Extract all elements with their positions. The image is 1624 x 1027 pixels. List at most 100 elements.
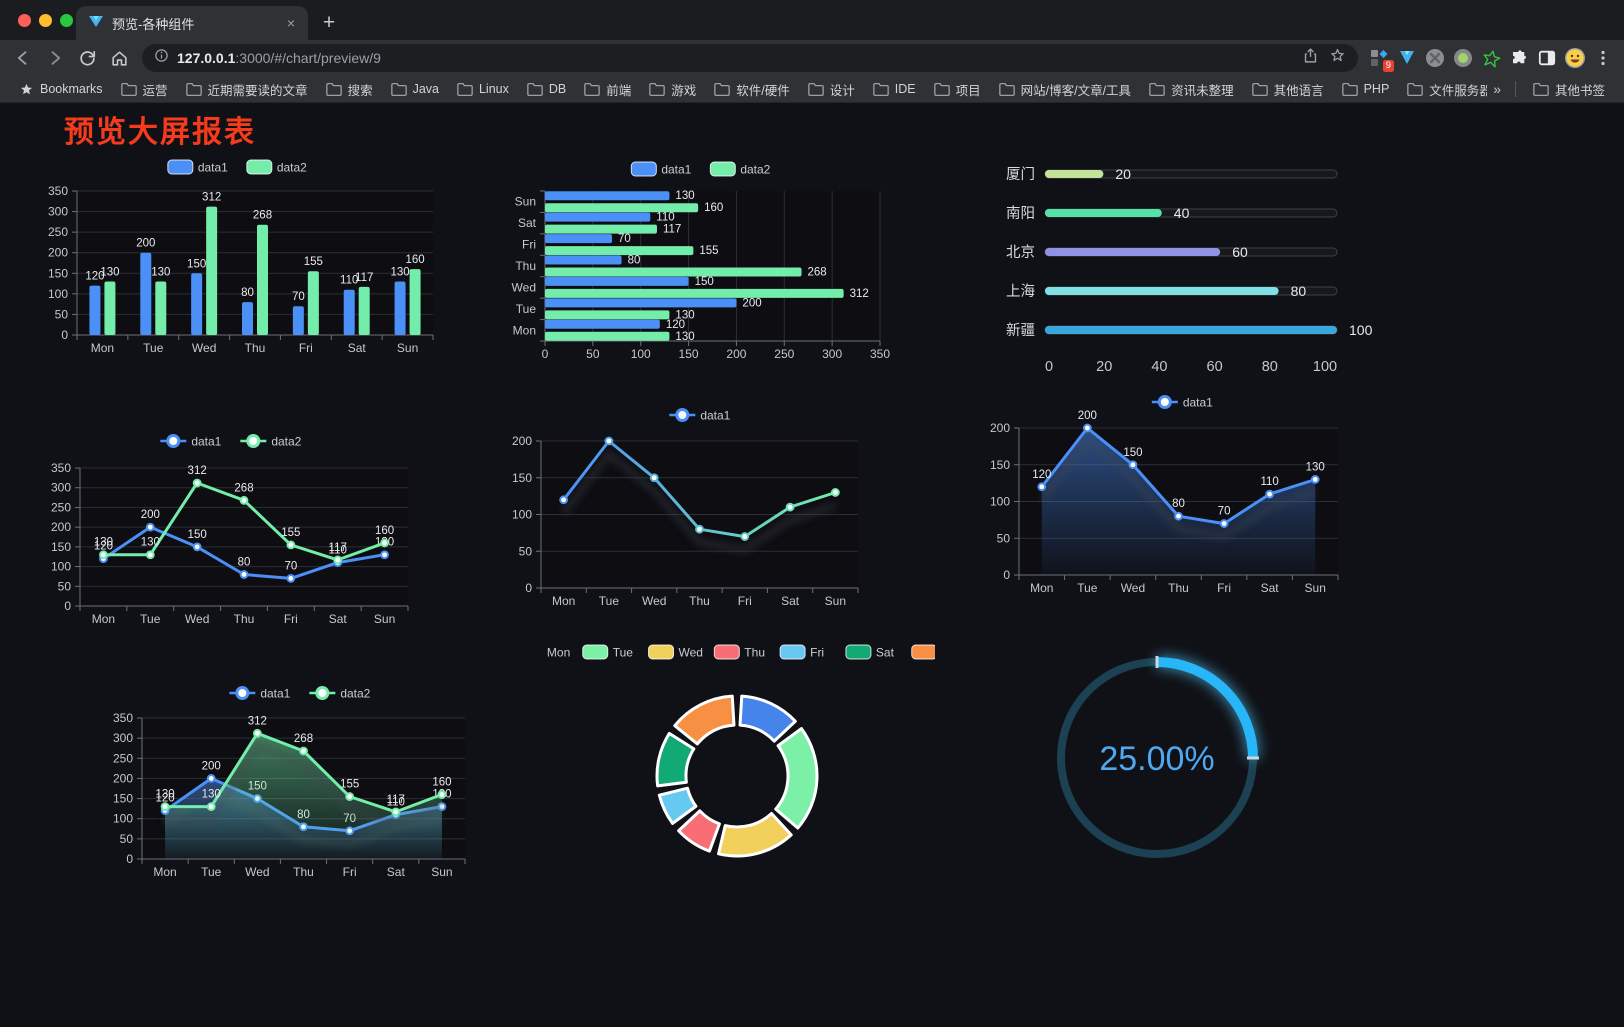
svg-text:Wed: Wed: [679, 646, 703, 660]
site-info-icon[interactable]: [154, 48, 169, 68]
svg-text:Mon: Mon: [92, 612, 115, 626]
chart-line-area[interactable]: 0 50 100 150 200 Mon Tue Wed Thu Fri Sat Sun 120 200 1…: [985, 391, 1380, 603]
svg-text:data2: data2: [277, 161, 307, 175]
bookmark-folder[interactable]: 网站/博客/文章/工具: [990, 78, 1140, 101]
bookmark-folder-label: 设计: [829, 83, 855, 98]
svg-text:200: 200: [990, 421, 1010, 435]
svg-text:Sat: Sat: [518, 216, 537, 230]
bookmarks-overflow-chevron[interactable]: »: [1493, 81, 1501, 97]
chart-progress-bars[interactable]: 厦门 20 南阳 40 北京 60 上海 80 新疆 100 0 20 40 60 80 100: [1000, 161, 1390, 386]
bookmark-folder-label: 资讯未整理: [1171, 83, 1234, 98]
svg-text:25.00%: 25.00%: [1099, 740, 1214, 778]
bookmarks-separator: [1514, 81, 1516, 97]
svg-text:70: 70: [618, 233, 631, 245]
chart-gauge[interactable]: 25.00%: [1040, 641, 1275, 876]
svg-text:100: 100: [631, 347, 651, 361]
svg-text:Fri: Fri: [738, 594, 752, 608]
url-path: :3000/#/chart/preview/9: [235, 50, 381, 66]
svg-text:50: 50: [586, 347, 600, 361]
svg-text:300: 300: [822, 347, 842, 361]
chart-line-dual[interactable]: 0 50 100 150 200 250 300 350 Mon Tue Wed Thu Fri Sat S…: [40, 428, 422, 643]
svg-text:Wed: Wed: [642, 594, 666, 608]
bookmark-folder[interactable]: 前端: [575, 78, 640, 101]
tab-title: 预览-各种组件: [112, 16, 195, 32]
svg-text:160: 160: [704, 202, 723, 214]
bookmark-folder[interactable]: 设计: [799, 78, 864, 101]
bookmark-folder[interactable]: Linux: [448, 80, 518, 98]
svg-text:0: 0: [126, 852, 133, 866]
bookmark-folder[interactable]: 游戏: [640, 78, 705, 101]
svg-text:data1: data1: [700, 409, 730, 423]
tab-close-icon[interactable]: ×: [286, 15, 296, 31]
browser-menu-icon[interactable]: [1590, 45, 1616, 71]
svg-text:data1: data1: [1183, 396, 1213, 410]
tab-favicon: [88, 13, 104, 34]
svg-text:80: 80: [1291, 283, 1307, 299]
svg-text:70: 70: [1218, 506, 1231, 518]
home-button[interactable]: [104, 43, 134, 73]
forward-button[interactable]: [40, 43, 70, 73]
svg-text:130: 130: [100, 267, 119, 279]
bookmark-folder[interactable]: 其他语言: [1243, 78, 1333, 101]
bookmark-folder[interactable]: 软件/硬件: [705, 78, 798, 101]
svg-text:40: 40: [1151, 359, 1167, 375]
svg-text:Fri: Fri: [284, 612, 298, 626]
other-bookmarks[interactable]: 其他书签: [1524, 78, 1614, 101]
bookmark-folder[interactable]: 搜索: [317, 78, 382, 101]
share-icon[interactable]: [1302, 47, 1319, 69]
svg-text:Sat: Sat: [876, 646, 895, 660]
bookmark-folder[interactable]: 运营: [112, 78, 177, 101]
sidebar-toggle-icon[interactable]: [1534, 45, 1560, 71]
svg-text:Mon: Mon: [153, 865, 176, 879]
bookmark-folder[interactable]: PHP: [1333, 80, 1399, 98]
svg-text:0: 0: [525, 581, 532, 595]
svg-text:data1: data1: [198, 161, 228, 175]
bookmark-folder-label: 项目: [955, 83, 981, 98]
extensions-puzzle-icon[interactable]: [1506, 45, 1532, 71]
svg-text:350: 350: [870, 347, 890, 361]
svg-text:150: 150: [695, 276, 714, 288]
chart-line-area-dual[interactable]: 0 50 100 150 200 250 300 350 Mon Tue Wed Thu Fri Sat S…: [100, 681, 500, 896]
svg-text:60: 60: [1207, 359, 1223, 375]
svg-text:110: 110: [329, 545, 347, 557]
extension-green-star-icon[interactable]: [1478, 45, 1504, 71]
svg-text:20: 20: [1096, 359, 1112, 375]
url-bar[interactable]: 127.0.0.1:3000/#/chart/preview/9: [142, 44, 1358, 72]
svg-text:130: 130: [675, 309, 694, 321]
svg-text:80: 80: [1262, 359, 1278, 375]
chart-line-gradient[interactable]: 0 50 100 150 200 Mon Tue Wed Thu Fri Sat Sun data1: [505, 403, 895, 615]
bookmark-folder-list: 运营 近期需要读的文章 搜索 Java Linux DB 前端 游戏 软件/硬件 设计 IDE 项目 网…: [112, 78, 1487, 101]
close-window-button[interactable]: [18, 14, 31, 27]
bookmark-folder[interactable]: 近期需要读的文章: [177, 78, 317, 101]
bookmarks-root[interactable]: Bookmarks: [10, 80, 112, 99]
bookmark-folder-label: 文件服务器: [1429, 83, 1488, 98]
reload-button[interactable]: [72, 43, 102, 73]
zoom-window-button[interactable]: [60, 14, 73, 27]
svg-text:160: 160: [375, 525, 394, 537]
bookmark-folder[interactable]: Java: [382, 80, 448, 98]
bookmark-star-icon[interactable]: [1329, 47, 1346, 69]
extension-record-icon[interactable]: [1450, 45, 1476, 71]
svg-text:Thu: Thu: [1168, 581, 1189, 595]
chart-bar-horizontal[interactable]: 0 50 100 150 200 250 300 350 Mon Tue Wed Thu Fri Sat S…: [505, 153, 897, 373]
bookmark-folder[interactable]: IDE: [864, 80, 925, 98]
extension-circle-icon[interactable]: [1422, 45, 1448, 71]
new-tab-button[interactable]: +: [322, 11, 336, 34]
svg-text:Thu: Thu: [293, 865, 314, 879]
svg-text:250: 250: [51, 500, 71, 514]
bookmark-folder[interactable]: 资讯未整理: [1140, 78, 1243, 101]
extension-grid-icon[interactable]: 9: [1366, 45, 1394, 72]
svg-text:200: 200: [742, 297, 761, 309]
bookmark-folder[interactable]: 项目: [925, 78, 990, 101]
back-button[interactable]: [8, 43, 38, 73]
minimize-window-button[interactable]: [39, 14, 52, 27]
chart-bar-vertical[interactable]: 0 50 100 150 200 250 300 350 Mon Tue Wed Thu Fri Sat S…: [35, 151, 440, 371]
svg-text:Tue: Tue: [143, 341, 164, 355]
emoji-profile-icon[interactable]: [1562, 45, 1588, 71]
svg-text:150: 150: [188, 529, 207, 541]
bookmark-folder[interactable]: DB: [518, 80, 575, 98]
browser-tab[interactable]: 预览-各种组件 ×: [76, 6, 308, 40]
extension-vue-icon[interactable]: [1394, 45, 1420, 71]
bookmark-folder[interactable]: 文件服务器: [1398, 78, 1487, 101]
